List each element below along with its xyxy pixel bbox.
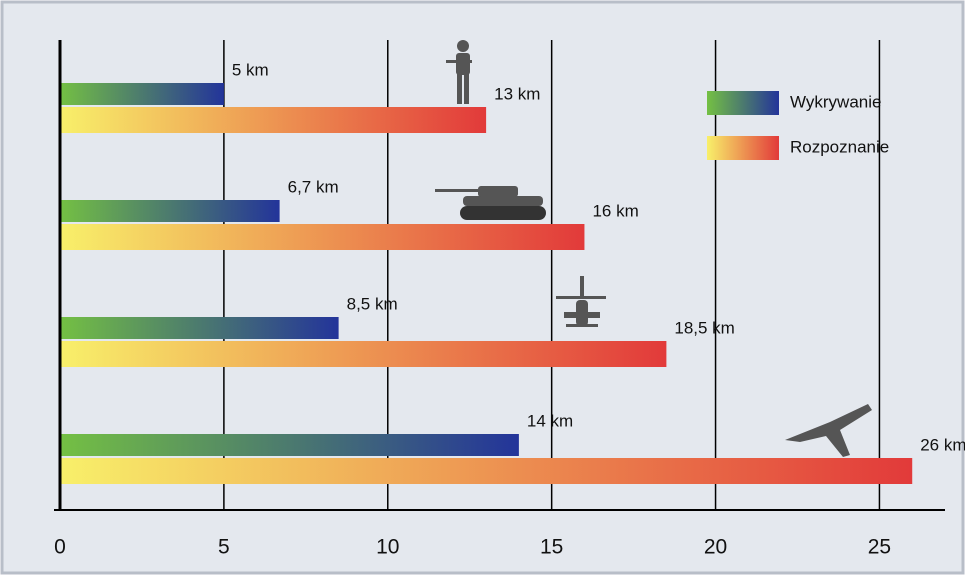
bar: [60, 224, 585, 250]
value-label: 14 km: [527, 411, 573, 430]
bar: [60, 107, 487, 133]
value-label: 6,7 km: [288, 177, 339, 196]
bar: [60, 317, 339, 339]
bar: [60, 341, 667, 367]
axis: 0 5 10 15 20 25: [54, 40, 945, 559]
bar: [60, 434, 519, 456]
x-tick-label: 25: [868, 536, 891, 559]
x-tick-label: 15: [540, 536, 563, 559]
value-label: 13 km: [494, 84, 540, 103]
x-tick-label: 5: [218, 536, 230, 559]
value-label: 16 km: [592, 201, 638, 220]
bars: 5 km 13 km 6,7 km 16 km 8,5 km 18,5 km 14 km 26…: [60, 60, 965, 484]
value-label: 8,5 km: [347, 294, 398, 313]
legend-label: Rozpoznanie: [790, 137, 889, 156]
x-tick-label: 20: [704, 536, 727, 559]
jet-icon: [785, 404, 872, 457]
legend: Wykrywanie Rozpoznanie: [707, 91, 889, 160]
tank-icon: [435, 186, 546, 220]
x-tick-label: 10: [376, 536, 399, 559]
value-label: 18,5 km: [674, 318, 734, 337]
value-label: 5 km: [232, 60, 269, 79]
helicopter-icon: [556, 276, 606, 327]
legend-swatch: [707, 136, 779, 160]
icons: [435, 40, 872, 457]
bar: [60, 83, 224, 105]
x-tick-label: 0: [54, 536, 66, 559]
bar: [60, 200, 280, 222]
legend-swatch: [707, 91, 779, 115]
bar: [60, 458, 913, 484]
legend-label: Wykrywanie: [790, 92, 881, 111]
value-label: 26 km: [920, 435, 965, 454]
soldier-icon: [446, 40, 472, 104]
